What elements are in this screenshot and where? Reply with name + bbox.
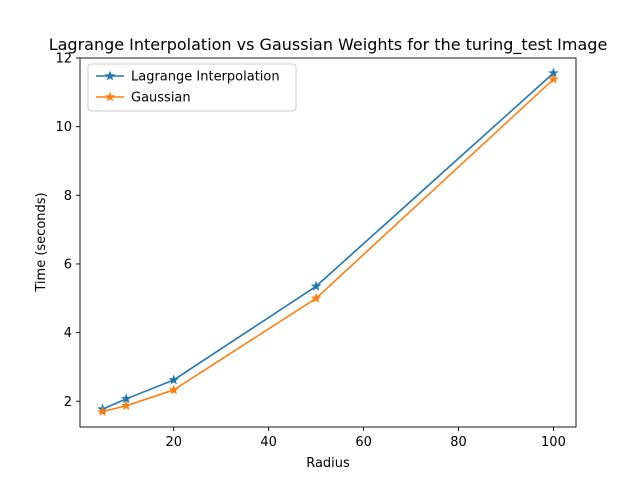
data-point [548,73,559,84]
legend-marker [104,70,116,81]
y-tick-label: 2 [64,395,72,410]
legend-label: Lagrange Interpolation [131,70,280,85]
x-tick-label: 20 [165,435,182,450]
series-1 [97,73,559,416]
legend-box [87,63,297,112]
data-point [121,400,132,411]
x-tick-label: 60 [355,435,372,450]
y-tick-label: 6 [64,257,72,272]
axes-layer: 20 40 60 80 100 2 4 6 8 10 12 [55,52,577,450]
y-tick-label: 4 [64,326,72,341]
data-point [310,280,322,291]
x-axis-label: Radius [306,456,350,471]
y-tick-label: 10 [55,120,72,135]
chart-title: Lagrange Interpolation vs Gaussian Weigh… [49,35,608,55]
x-tick-label: 40 [260,435,277,450]
data-point [97,406,108,416]
legend-marker [104,91,116,102]
data-point [168,384,179,395]
legend-item-0: Lagrange Interpolation [96,70,280,85]
series-layer [97,67,559,416]
legend-label: Gaussian [131,91,191,106]
legend-item-1: Gaussian [96,91,191,106]
x-tick-label: 80 [450,435,467,450]
data-point [310,292,322,303]
x-tick-label: 100 [541,435,566,450]
y-tick-label: 12 [55,52,72,67]
y-tick-label: 8 [64,189,72,204]
data-point [168,374,179,385]
axes-frame [79,57,577,428]
y-axis-label: Time (seconds) [34,192,49,292]
legend: Lagrange Interpolation Gaussian [87,63,297,112]
